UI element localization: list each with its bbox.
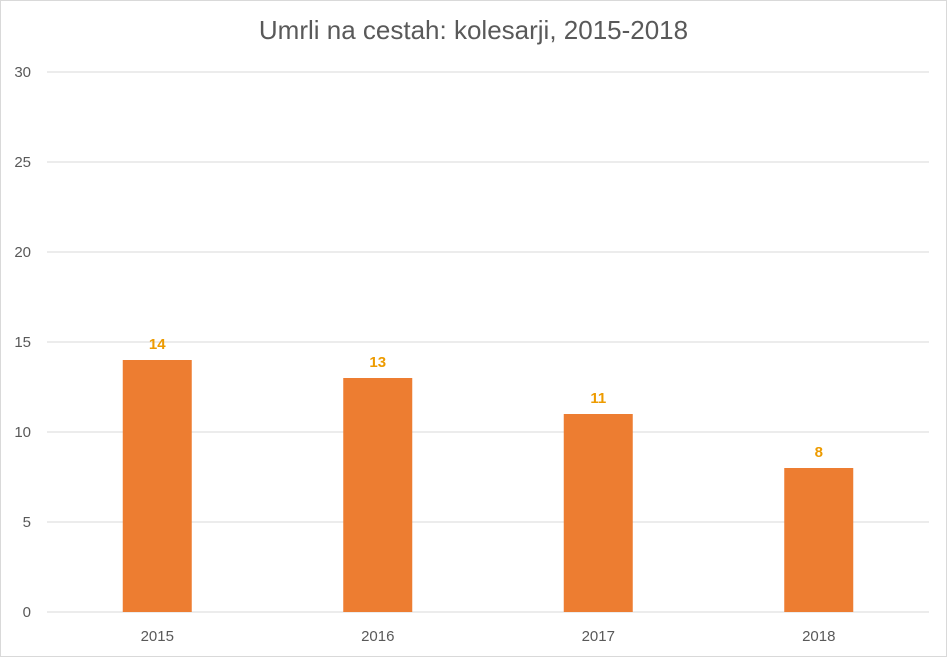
x-tick-label: 2016 xyxy=(361,628,394,645)
data-label: 8 xyxy=(815,444,823,461)
data-label: 13 xyxy=(369,354,386,371)
bar xyxy=(784,468,854,612)
y-tick-label: 10 xyxy=(14,424,31,441)
x-tick-label: 2015 xyxy=(141,628,174,645)
bar xyxy=(343,378,413,612)
y-tick-label: 30 xyxy=(14,64,31,81)
y-tick-label: 20 xyxy=(14,244,31,261)
y-tick-label: 15 xyxy=(14,334,31,351)
x-tick-label: 2017 xyxy=(582,628,615,645)
data-label: 14 xyxy=(149,336,166,353)
x-tick-label: 2018 xyxy=(802,628,835,645)
y-tick-label: 25 xyxy=(14,154,31,171)
y-tick-label: 0 xyxy=(23,604,31,621)
bar xyxy=(563,414,633,612)
chart-title: Umrli na cestah: kolesarji, 2015-2018 xyxy=(258,15,689,45)
y-tick-label: 5 xyxy=(23,514,31,531)
data-label: 11 xyxy=(590,390,606,407)
bar xyxy=(122,360,192,612)
